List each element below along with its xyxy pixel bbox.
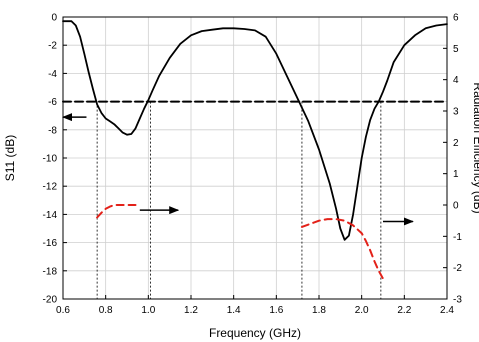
x-tick-label: 0.8 [99, 305, 113, 316]
series-layer [62, 20, 448, 280]
grid [62, 16, 448, 300]
x-tick-label: 1.4 [227, 305, 241, 316]
x-tick-label: 1.8 [312, 305, 326, 316]
y-right-tick-label: 2 [453, 138, 459, 149]
y-left-tick-label: 0 [51, 13, 57, 24]
efficiency-series-3 [300, 218, 384, 280]
x-axis-title: Frequency (GHz) [209, 326, 301, 340]
y-right-tick-label: -3 [453, 295, 462, 306]
y-left-tick-label: -12 [43, 182, 58, 193]
y-left-tick-label: -8 [48, 125, 57, 136]
y-right-tick-label: 0 [453, 201, 459, 212]
y-right-tick-label: 5 [453, 44, 459, 55]
x-tick-label: 2.0 [355, 305, 369, 316]
x-tick-label: 2.4 [440, 305, 454, 316]
y-right-tick-label: -2 [453, 263, 462, 274]
x-tick-label: 0.6 [56, 305, 70, 316]
y-left-tick-label: -6 [48, 97, 57, 108]
y-left-tick-label: -10 [43, 154, 58, 165]
y-axis-left-title: S11 (dB) [3, 135, 17, 181]
y-right-tick-label: -1 [453, 232, 462, 243]
y-left-tick-label: -20 [43, 295, 58, 306]
y-right-tick-label: 1 [453, 169, 459, 180]
arrows [62, 113, 414, 226]
y-left-tick-label: -2 [48, 41, 57, 52]
y-left-tick-label: -16 [43, 238, 58, 249]
y-axis-right-title: Radiation Efficiency (dB) [471, 82, 479, 213]
ticks: 0 -2 -4 -6 -8 -10 -12 -14 -16 -18 -20 6 5 4 3 2 1 0 -1 -2 -3… [43, 13, 463, 317]
y-right-tick-label: 3 [453, 107, 459, 118]
x-tick-label: 1.0 [141, 305, 155, 316]
y-left-tick-label: -4 [48, 69, 57, 80]
x-tick-label: 1.6 [269, 305, 283, 316]
x-tick-label: 1.2 [184, 305, 198, 316]
x-tick-label: 2.2 [397, 305, 411, 316]
y-left-tick-label: -14 [43, 210, 58, 221]
dotted-guides [96, 101, 382, 299]
y-left-tick-label: -18 [43, 266, 58, 277]
s11-series-0 [62, 20, 448, 241]
y-right-tick-label: 6 [453, 13, 459, 24]
efficiency-series-2 [96, 204, 137, 219]
y-right-tick-label: 4 [453, 75, 459, 86]
